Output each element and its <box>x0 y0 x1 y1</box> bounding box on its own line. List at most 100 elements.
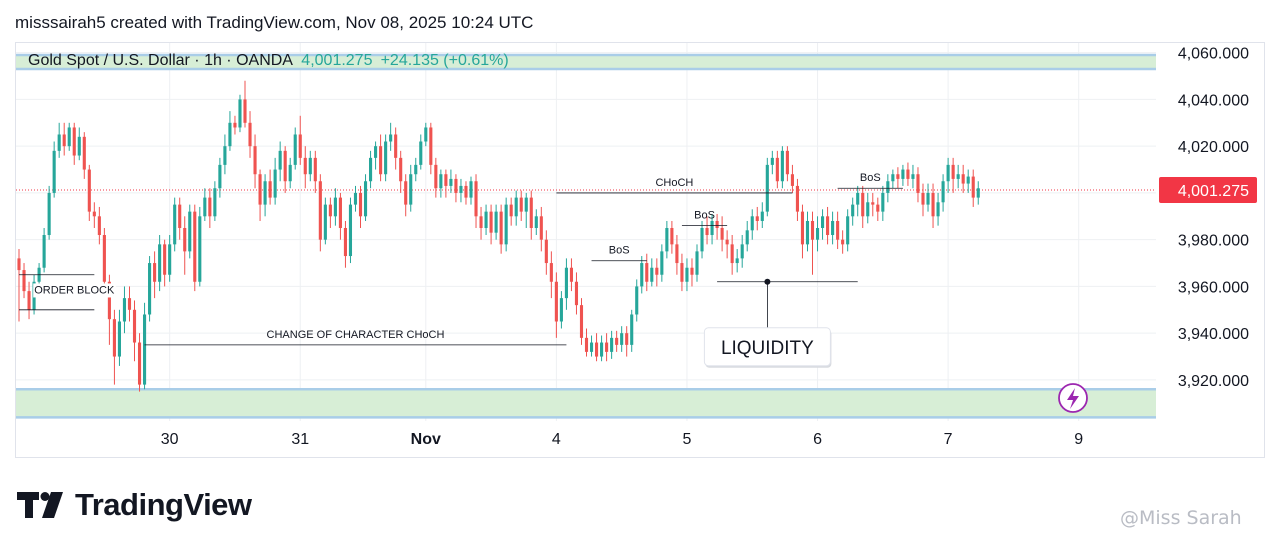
y-tick-label: 4,020.000 <box>1178 139 1249 156</box>
candle-body <box>620 333 624 345</box>
candle-body <box>409 174 413 205</box>
candle-body <box>820 216 825 228</box>
liquidity-box <box>703 327 831 367</box>
candle-body <box>976 188 980 198</box>
candle-body <box>650 267 654 282</box>
candle-body <box>760 211 764 221</box>
candle-body <box>394 134 398 158</box>
candle-body <box>122 298 127 322</box>
candle-body <box>308 157 312 175</box>
tradingview-logo-icon <box>17 492 63 518</box>
x-tick-label: 5 <box>683 431 692 448</box>
y-tick-label: 4,040.000 <box>1178 92 1249 109</box>
chart-area[interactable]: ORDER BLOCK CHANGE OF CHARACTER CHoCH BoS B… <box>15 42 1265 458</box>
candle-body <box>841 239 845 245</box>
candle-body <box>333 197 337 217</box>
candle-body <box>87 169 91 212</box>
candle-body <box>750 216 754 231</box>
x-tick-label: 6 <box>813 431 822 448</box>
candle-body <box>22 270 26 292</box>
candle-body <box>318 181 322 240</box>
candle-body <box>163 244 167 275</box>
candle-body <box>584 337 589 352</box>
candle-body <box>17 258 21 271</box>
candle-body <box>886 181 890 193</box>
candle-body <box>896 174 900 179</box>
candle-body <box>62 134 66 147</box>
candle-body <box>484 211 488 228</box>
current-price-tag <box>1159 176 1257 203</box>
candle-body <box>519 197 523 212</box>
candle-body <box>82 136 86 170</box>
candle-body <box>188 211 192 252</box>
candlestick-chart[interactable]: ORDER BLOCK CHANGE OF CHARACTER CHoCH BoS B… <box>16 43 1266 459</box>
tradingview-logo-text: TradingView <box>75 487 252 522</box>
candle-body <box>765 164 769 212</box>
candle-body <box>499 211 503 245</box>
candle-body <box>715 220 719 228</box>
candle-body <box>579 305 584 338</box>
candle-body <box>389 134 393 142</box>
candle-body <box>549 263 553 282</box>
y-tick-label: 3,920.000 <box>1178 373 1249 390</box>
symbol-change: +24.135 (+0.61%) <box>381 52 509 69</box>
candle-body <box>178 204 182 228</box>
candle-body <box>358 192 363 217</box>
candle-body <box>424 127 428 142</box>
candle-body <box>57 134 61 151</box>
candle-body <box>836 220 840 240</box>
candle-body <box>589 342 594 352</box>
candle-body <box>600 342 604 357</box>
candle-body <box>509 204 513 217</box>
candle-body <box>961 174 965 184</box>
candle-body <box>655 267 659 275</box>
candle-body <box>153 263 157 282</box>
candle-body <box>605 342 609 352</box>
candle-body <box>544 239 548 264</box>
candle-body <box>630 314 634 345</box>
candle-body <box>444 174 448 186</box>
candle-body <box>148 263 152 315</box>
candle-body <box>268 181 272 198</box>
candle-body <box>800 211 805 245</box>
candle-body <box>891 174 895 182</box>
candle-body <box>971 176 975 198</box>
candle-body <box>670 227 674 245</box>
candle-body <box>740 244 744 259</box>
candle-body <box>158 244 162 282</box>
annotation-label: BoS <box>609 245 630 257</box>
candle-body <box>479 216 483 228</box>
candle-body <box>539 216 543 240</box>
candle-body <box>795 185 800 212</box>
candle-body <box>293 134 297 165</box>
candle-body <box>785 150 789 175</box>
candle-body <box>926 192 930 205</box>
candle-body <box>434 164 438 189</box>
candle-body <box>27 291 31 310</box>
symbol-name: Gold Spot / U.S. Dollar · 1h · OANDA <box>28 52 293 69</box>
candle-body <box>112 319 116 357</box>
candle-body <box>213 188 217 217</box>
candle-body <box>203 197 207 217</box>
candle-body <box>439 174 443 189</box>
candle-body <box>348 204 353 257</box>
candle-body <box>615 337 619 345</box>
candle-body <box>775 157 779 182</box>
candle-body <box>745 230 749 245</box>
x-tick-label: 7 <box>944 431 953 448</box>
candle-body <box>92 211 96 217</box>
candle-body <box>720 227 724 240</box>
candle-body <box>97 216 101 236</box>
candle-body <box>730 244 734 264</box>
x-tick-label: 9 <box>1074 431 1083 448</box>
candle-body <box>414 164 418 175</box>
candle-body <box>233 122 237 128</box>
annotation-label: ORDER BLOCK <box>34 284 115 296</box>
candle-body <box>368 157 373 182</box>
candle-body <box>328 204 332 217</box>
current-price-label: 4,001.275 <box>1178 183 1249 200</box>
candle-body <box>429 127 433 165</box>
candle-body <box>861 192 865 217</box>
candle-body <box>564 267 568 299</box>
candle-body <box>534 216 538 228</box>
